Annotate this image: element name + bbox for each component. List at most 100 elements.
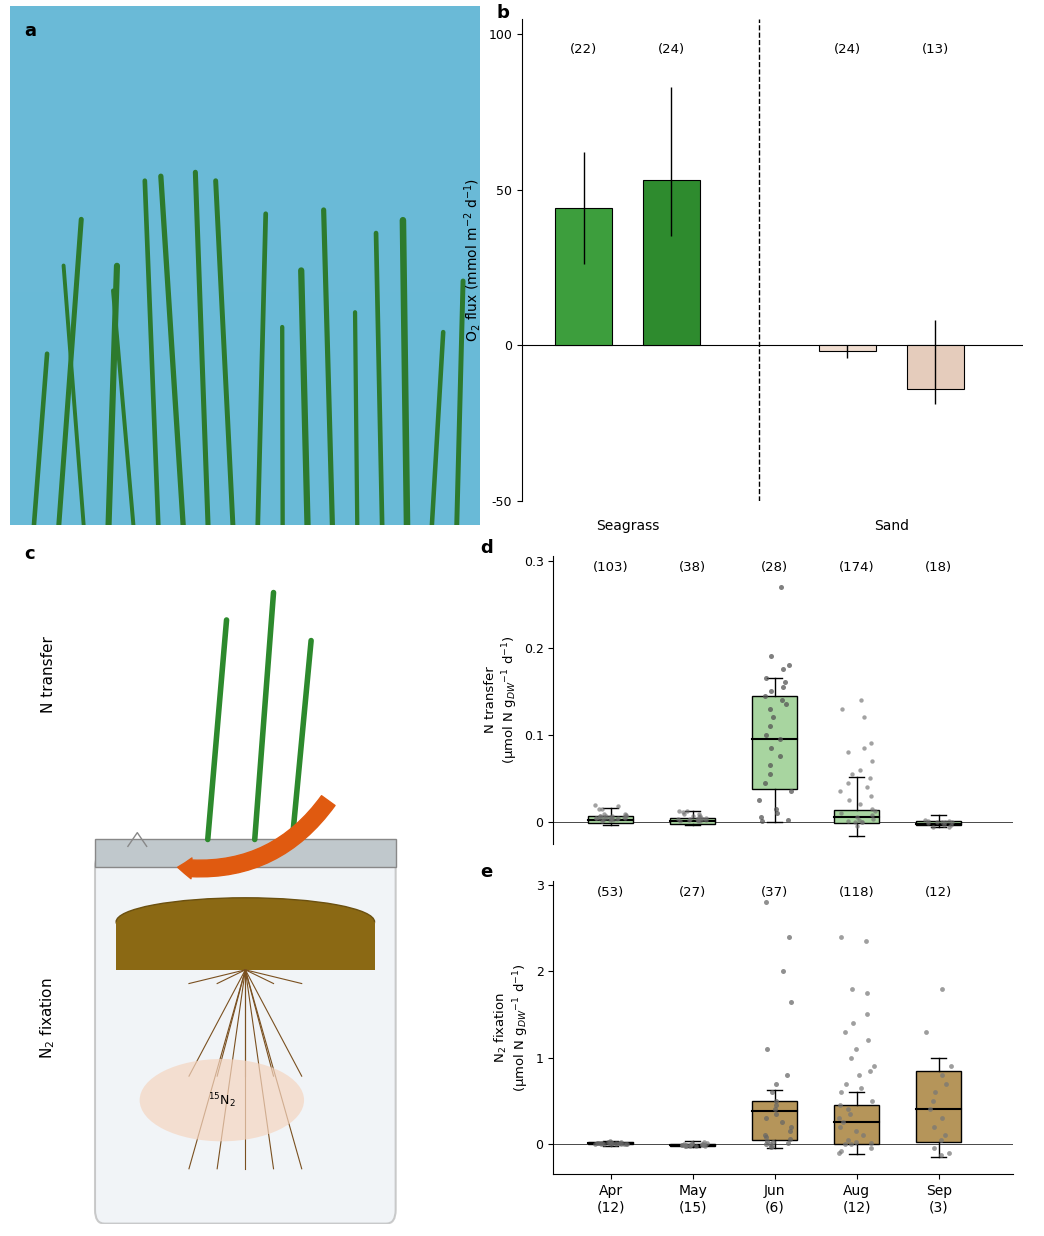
Bar <box>10 447 480 473</box>
Point <box>849 816 865 836</box>
Bar <box>10 214 480 240</box>
Point <box>763 1083 780 1103</box>
Point <box>768 803 785 823</box>
Point <box>837 1074 854 1094</box>
Point <box>854 812 871 832</box>
Bar <box>10 473 480 499</box>
Bar <box>10 292 480 318</box>
Point <box>595 1133 612 1153</box>
Point <box>848 1132 864 1152</box>
Point <box>604 1132 621 1152</box>
Point <box>856 707 873 727</box>
Point <box>941 811 957 831</box>
Ellipse shape <box>140 1059 304 1141</box>
Bar <box>588 816 634 823</box>
Point <box>678 1136 694 1156</box>
Bar <box>917 821 962 826</box>
Point <box>832 1141 849 1161</box>
Text: (174): (174) <box>839 561 875 574</box>
Point <box>853 1078 870 1098</box>
Bar <box>10 6 480 32</box>
Point <box>593 798 610 818</box>
Bar <box>95 839 396 866</box>
Point <box>917 811 933 831</box>
Point <box>587 795 603 815</box>
Point <box>859 983 876 1002</box>
Point <box>753 807 769 827</box>
Y-axis label: N$_2$ fixation
(μmol N g$_{DW}$$^{-1}$ d$^{-1}$): N$_2$ fixation (μmol N g$_{DW}$$^{-1}$ d… <box>493 963 531 1091</box>
Point <box>925 1091 942 1111</box>
Text: (53): (53) <box>597 886 624 899</box>
Text: d: d <box>480 539 493 557</box>
Point <box>840 811 857 831</box>
Point <box>758 892 775 912</box>
Point <box>848 1039 864 1059</box>
Point <box>588 808 604 828</box>
Point <box>781 1121 798 1141</box>
Point <box>758 724 775 744</box>
Point <box>831 1109 848 1128</box>
Point <box>694 1135 711 1154</box>
Point <box>669 810 686 829</box>
Point <box>933 1065 950 1085</box>
Text: (18): (18) <box>925 561 952 574</box>
Point <box>594 812 611 832</box>
Point <box>762 755 779 775</box>
Bar <box>834 1105 879 1145</box>
Text: (118): (118) <box>839 886 875 899</box>
Bar <box>10 318 480 344</box>
Point <box>832 1117 849 1137</box>
Point <box>694 810 711 829</box>
Point <box>615 807 632 827</box>
Point <box>864 810 881 829</box>
Point <box>608 1133 624 1153</box>
Point <box>757 686 774 706</box>
Bar <box>906 345 964 388</box>
Point <box>862 1133 879 1153</box>
Point <box>781 655 798 675</box>
Point <box>927 1083 944 1103</box>
Point <box>834 1112 851 1132</box>
Point <box>763 1137 780 1157</box>
Point <box>782 991 799 1011</box>
Point <box>679 801 695 821</box>
Point <box>857 931 874 950</box>
Point <box>763 1136 780 1156</box>
Point <box>602 1133 619 1153</box>
Point <box>782 781 799 801</box>
Point <box>783 1117 800 1137</box>
Bar <box>10 396 480 421</box>
Text: (13): (13) <box>922 43 949 57</box>
Point <box>696 1136 713 1156</box>
Point <box>756 1126 773 1146</box>
Point <box>682 1136 698 1156</box>
Bar <box>818 345 876 351</box>
Bar <box>10 499 480 525</box>
Point <box>918 1022 934 1042</box>
Point <box>862 1138 879 1158</box>
Point <box>691 806 708 826</box>
Point <box>861 769 878 789</box>
Point <box>772 729 788 749</box>
Point <box>934 1109 951 1128</box>
Point <box>933 1146 950 1166</box>
Point <box>858 777 875 797</box>
Point <box>834 698 851 718</box>
Text: b: b <box>497 4 509 22</box>
Point <box>775 962 791 981</box>
Text: (27): (27) <box>680 886 707 899</box>
Point <box>938 1126 954 1146</box>
Point <box>944 812 960 832</box>
Point <box>767 1104 784 1124</box>
Point <box>859 1031 876 1051</box>
Point <box>766 1100 783 1120</box>
Point <box>603 1133 620 1153</box>
Point <box>933 1130 950 1149</box>
Point <box>596 805 613 824</box>
Point <box>689 810 706 829</box>
Point <box>934 812 951 832</box>
FancyArrowPatch shape <box>177 796 335 879</box>
Point <box>782 1128 799 1148</box>
Point <box>597 806 614 826</box>
Point <box>763 738 780 758</box>
